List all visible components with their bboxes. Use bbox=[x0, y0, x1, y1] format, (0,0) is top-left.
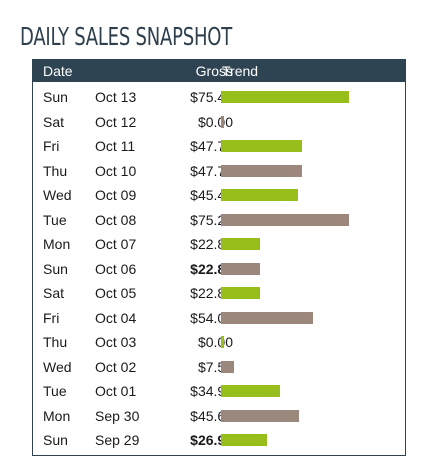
trend-bar bbox=[221, 164, 302, 177]
row-date: Oct 10 bbox=[95, 162, 137, 179]
table-row: Thu Oct 10 $47.76 bbox=[33, 159, 405, 184]
row-day: Sun bbox=[43, 432, 68, 448]
trend-bar bbox=[221, 262, 260, 275]
table-row: Wed Oct 09 $45.40 bbox=[33, 183, 405, 208]
row-day: Tue bbox=[43, 383, 67, 399]
row-date: Oct 01 bbox=[95, 383, 137, 399]
column-header-date[interactable]: Date bbox=[43, 63, 73, 79]
row-day: Mon bbox=[43, 236, 71, 252]
table-row: Tue Oct 08 $75.23 bbox=[33, 208, 405, 233]
trend-bar bbox=[221, 287, 260, 299]
trend-bar bbox=[221, 409, 299, 422]
table-header: Date Gross Trend bbox=[33, 60, 405, 82]
row-day: Sun bbox=[43, 89, 68, 105]
trend-bar bbox=[221, 360, 234, 373]
table-row: Sat Oct 12 $0.00 bbox=[33, 110, 405, 135]
table-row: Sun Oct 06 $22.84 bbox=[33, 257, 405, 282]
table-row: Fri Oct 04 $54.05 bbox=[33, 306, 405, 331]
row-day: Wed bbox=[43, 187, 72, 203]
row-day: Sat bbox=[43, 285, 65, 301]
table-row: Tue Oct 01 $34.96 bbox=[33, 379, 405, 404]
table-row: Sat Oct 05 $22.84 bbox=[33, 281, 405, 306]
row-day: Tue bbox=[43, 211, 67, 228]
row-day: Sat bbox=[43, 113, 65, 130]
row-day: Thu bbox=[43, 334, 68, 350]
trend-bar bbox=[221, 140, 302, 152]
row-day: Sun bbox=[43, 260, 68, 277]
trend-bar bbox=[221, 91, 349, 103]
row-day: Wed bbox=[43, 358, 72, 375]
row-date: Sep 30 bbox=[95, 407, 140, 424]
trend-bar bbox=[221, 385, 280, 397]
row-day: Mon bbox=[43, 407, 71, 424]
row-date: Oct 07 bbox=[95, 236, 137, 252]
row-day: Fri bbox=[43, 138, 60, 154]
row-date: Oct 05 bbox=[95, 285, 137, 301]
page-title: DAILY SALES SNAPSHOT bbox=[20, 22, 233, 51]
row-gross: $0.00 bbox=[197, 113, 233, 130]
row-date: Sep 29 bbox=[95, 432, 140, 448]
table-body: Sun Oct 13 $75.40 Sat Oct 12 $0.00 Fri Oct 11 $4… bbox=[33, 85, 405, 453]
row-date: Oct 08 bbox=[95, 211, 137, 228]
trend-bar bbox=[221, 115, 224, 128]
trend-bar bbox=[221, 434, 267, 446]
row-day: Thu bbox=[43, 162, 68, 179]
row-date: Oct 02 bbox=[95, 358, 137, 375]
row-date: Oct 12 bbox=[95, 113, 137, 130]
row-day: Fri bbox=[43, 309, 60, 326]
table-row: Sun Oct 13 $75.40 bbox=[33, 85, 405, 110]
trend-bar bbox=[221, 238, 260, 250]
row-date: Oct 11 bbox=[95, 138, 136, 154]
row-date: Oct 13 bbox=[95, 89, 137, 105]
table-row: Fri Oct 11 $47.76 bbox=[33, 134, 405, 159]
trend-bar bbox=[221, 336, 224, 348]
row-date: Oct 04 bbox=[95, 309, 137, 326]
row-date: Oct 03 bbox=[95, 334, 137, 350]
trend-bar bbox=[221, 213, 349, 226]
row-date: Oct 06 bbox=[95, 260, 137, 277]
trend-bar bbox=[221, 311, 313, 324]
column-header-gross[interactable]: Gross bbox=[195, 63, 233, 79]
row-gross: $0.00 bbox=[197, 334, 233, 350]
table-row: Thu Oct 03 $0.00 bbox=[33, 330, 405, 355]
table-row: Sun Sep 29 $26.95 bbox=[33, 428, 405, 453]
sales-table: Date Gross Trend Sun Oct 13 $75.40 Sat Oct 1… bbox=[32, 59, 406, 456]
table-row: Wed Oct 02 $7.58 bbox=[33, 355, 405, 380]
table-row: Mon Oct 07 $22.84 bbox=[33, 232, 405, 257]
column-header-trend[interactable]: Trend bbox=[222, 63, 259, 79]
trend-bar bbox=[221, 189, 298, 201]
row-date: Oct 09 bbox=[95, 187, 137, 203]
table-row: Mon Sep 30 $45.68 bbox=[33, 404, 405, 429]
